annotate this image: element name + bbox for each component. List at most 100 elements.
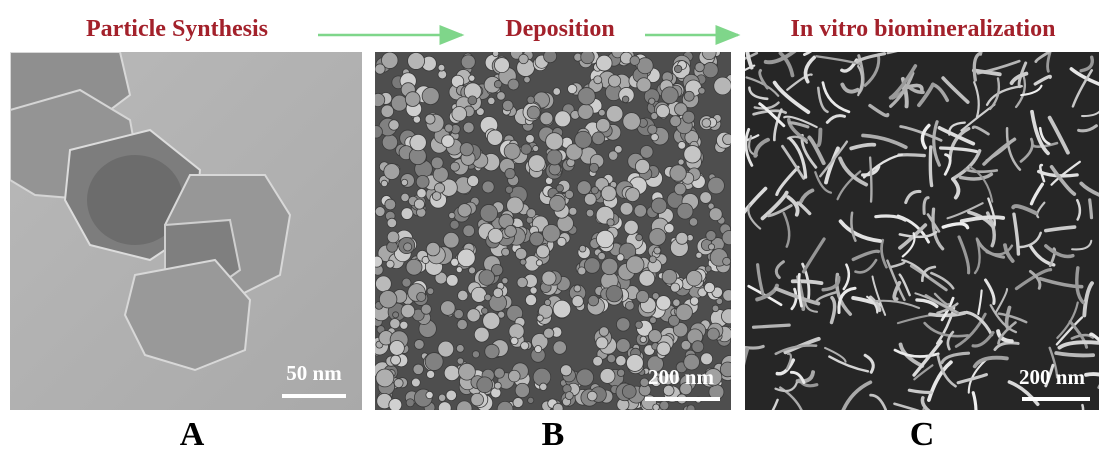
grain xyxy=(607,354,615,362)
grain xyxy=(505,186,512,193)
grain xyxy=(556,185,563,192)
grain xyxy=(574,285,581,292)
grain xyxy=(494,58,509,73)
grain xyxy=(438,64,445,71)
grain xyxy=(389,120,399,130)
flake xyxy=(1099,369,1104,387)
grain xyxy=(405,92,420,107)
grain xyxy=(684,146,701,163)
grain xyxy=(487,130,502,145)
grain xyxy=(509,324,524,339)
grain xyxy=(457,249,475,267)
grain xyxy=(616,356,626,366)
grain xyxy=(584,258,600,274)
grain xyxy=(370,126,382,138)
grain xyxy=(479,270,495,286)
grain xyxy=(678,141,686,149)
grain xyxy=(550,195,566,211)
grain xyxy=(606,285,622,301)
grain xyxy=(617,254,624,261)
scale-bar-label: 200 nm xyxy=(648,365,714,389)
grain xyxy=(457,319,467,329)
grain xyxy=(569,207,577,215)
grain xyxy=(452,106,467,121)
panel-label: C xyxy=(910,416,935,453)
grain xyxy=(390,340,405,355)
grain xyxy=(474,327,489,342)
grain xyxy=(416,175,429,188)
grain xyxy=(586,209,594,217)
grain xyxy=(488,97,495,104)
grain xyxy=(535,346,542,353)
grain xyxy=(438,70,447,79)
grain xyxy=(414,339,424,349)
grain xyxy=(649,98,655,104)
grain xyxy=(560,365,571,376)
grain xyxy=(515,248,526,259)
grain xyxy=(404,243,412,251)
grain xyxy=(384,164,400,180)
grain xyxy=(400,321,408,329)
grain xyxy=(626,354,643,371)
grain xyxy=(401,193,409,201)
grain xyxy=(414,199,424,209)
grain xyxy=(443,232,459,248)
grain xyxy=(375,276,391,292)
grain xyxy=(722,231,736,245)
grain xyxy=(622,96,629,103)
grain xyxy=(708,244,714,250)
grain xyxy=(421,304,431,314)
grain xyxy=(624,220,638,234)
grain xyxy=(442,135,454,147)
grain xyxy=(371,93,384,106)
grain xyxy=(601,186,616,201)
grain xyxy=(485,344,499,358)
grain xyxy=(649,229,666,246)
grain xyxy=(393,312,399,318)
grain xyxy=(491,388,501,398)
grain xyxy=(575,131,592,148)
grain xyxy=(530,232,544,246)
grain xyxy=(389,398,402,411)
grain xyxy=(657,342,671,356)
grain xyxy=(469,75,475,81)
grain xyxy=(425,353,443,371)
grain xyxy=(700,192,712,204)
grain xyxy=(457,358,464,365)
grain xyxy=(526,134,535,143)
grain xyxy=(401,208,413,220)
grain xyxy=(544,50,557,63)
grain xyxy=(587,391,597,401)
grain xyxy=(578,104,593,119)
grain xyxy=(720,362,735,377)
grain xyxy=(593,356,603,366)
grain xyxy=(450,162,459,171)
grain xyxy=(449,212,455,218)
grain xyxy=(472,351,479,358)
grain xyxy=(599,109,606,116)
grain xyxy=(572,296,583,307)
grain xyxy=(471,393,484,406)
step-title: Particle Synthesis xyxy=(86,16,268,42)
grain xyxy=(482,181,494,193)
grain xyxy=(712,305,719,312)
grain xyxy=(553,300,571,318)
grain xyxy=(676,232,688,244)
flake xyxy=(754,325,790,327)
grain xyxy=(521,144,532,155)
grain xyxy=(471,287,486,302)
grain xyxy=(521,342,529,350)
step-title: In vitro biomineralization xyxy=(791,16,1056,42)
grain xyxy=(502,278,508,284)
grain xyxy=(553,341,566,354)
grain xyxy=(426,242,440,256)
grain xyxy=(705,266,711,272)
tem-image xyxy=(10,52,362,410)
grain xyxy=(671,283,680,292)
grain xyxy=(637,78,651,92)
grain xyxy=(427,288,434,295)
grain xyxy=(410,134,426,150)
grain xyxy=(596,55,612,71)
grain xyxy=(581,50,594,63)
grain xyxy=(640,145,653,158)
